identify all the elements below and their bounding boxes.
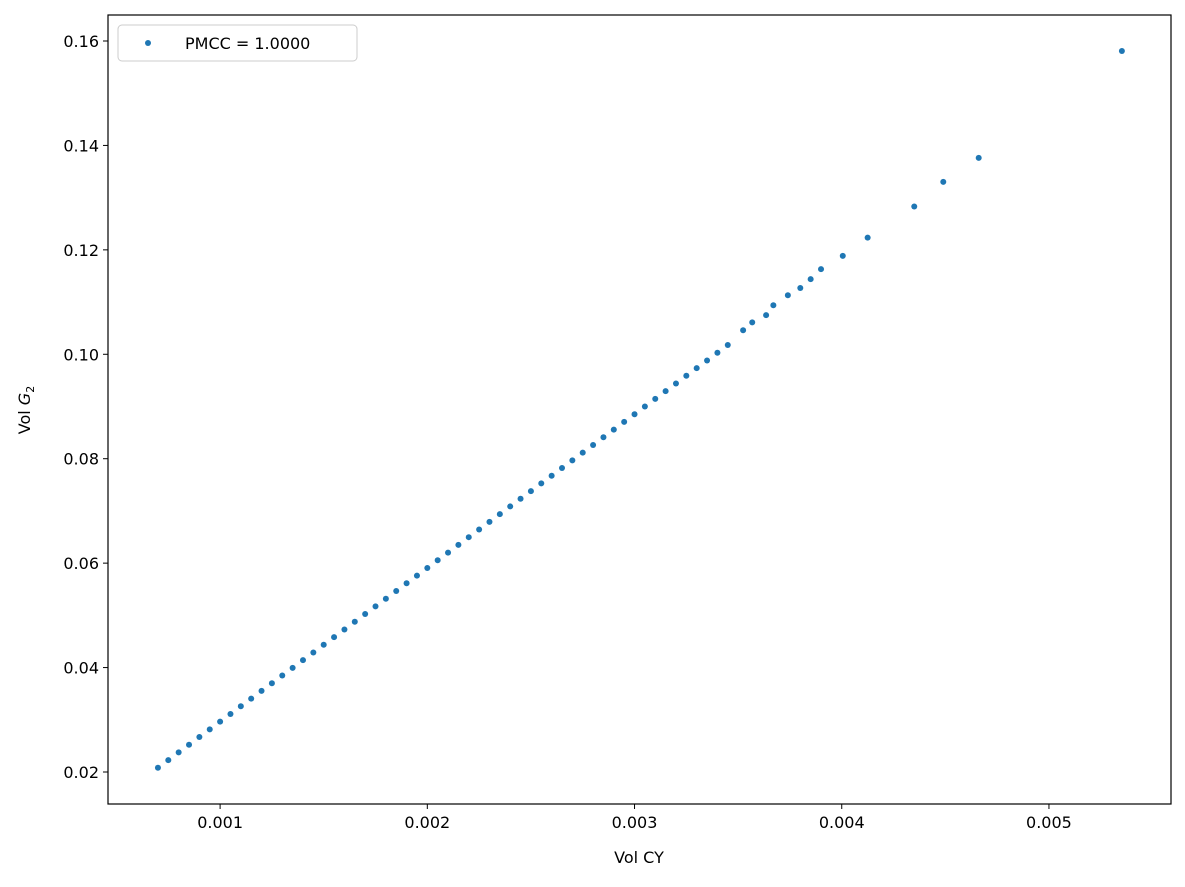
point <box>186 741 193 748</box>
point <box>341 626 348 633</box>
point <box>579 449 586 456</box>
point <box>393 588 400 595</box>
y-label-subscript: 2 <box>24 386 37 393</box>
point <box>248 695 255 702</box>
point <box>434 557 441 564</box>
point <box>206 726 213 733</box>
x-tick-label: 0.001 <box>197 813 243 832</box>
point <box>445 549 452 556</box>
point <box>527 488 534 495</box>
point <box>672 380 679 387</box>
point <box>476 526 483 533</box>
point <box>413 572 420 579</box>
point <box>486 518 493 525</box>
point <box>569 457 576 464</box>
point <box>763 312 770 319</box>
point <box>784 292 791 299</box>
point <box>331 634 338 641</box>
point <box>749 319 756 326</box>
point <box>621 418 628 425</box>
y-axis-label: Vol G2 <box>15 386 37 434</box>
y-tick-label: 0.12 <box>63 241 99 260</box>
point <box>975 154 982 161</box>
point <box>600 434 607 441</box>
x-tick-label: 0.005 <box>1026 813 1072 832</box>
point <box>279 672 286 679</box>
point <box>465 534 472 541</box>
point <box>662 388 669 395</box>
point <box>610 426 617 433</box>
point <box>631 411 638 418</box>
point <box>424 564 431 571</box>
y-label-text: Vol <box>15 405 34 434</box>
point <box>770 302 777 309</box>
point <box>455 541 462 548</box>
x-tick-label: 0.003 <box>612 813 658 832</box>
point <box>258 687 265 694</box>
point <box>310 649 317 656</box>
point <box>517 495 524 502</box>
point <box>714 349 721 356</box>
plot-frame <box>107 14 1172 805</box>
point <box>196 734 203 741</box>
point <box>372 603 379 610</box>
point <box>227 710 234 717</box>
point <box>797 284 804 291</box>
point <box>538 480 545 487</box>
point <box>911 203 918 210</box>
point <box>641 403 648 410</box>
y-tick-label: 0.06 <box>63 554 99 573</box>
legend-marker <box>145 40 151 46</box>
point <box>652 395 659 402</box>
point <box>864 234 871 241</box>
point <box>320 641 327 648</box>
point <box>362 611 369 618</box>
point <box>683 372 690 379</box>
point <box>154 764 161 771</box>
point <box>818 266 825 273</box>
y-tick-label: 0.04 <box>63 659 99 678</box>
point <box>165 757 172 764</box>
x-axis-label: Vol CY <box>614 848 664 867</box>
point <box>496 511 503 518</box>
point <box>807 276 814 283</box>
point <box>289 664 296 671</box>
legend-box <box>117 24 358 62</box>
point <box>175 749 182 756</box>
point <box>704 357 711 364</box>
point <box>237 703 244 710</box>
y-tick-label: 0.08 <box>63 450 99 469</box>
legend-label: PMCC = 1.0000 <box>185 34 310 53</box>
y-tick-label: 0.10 <box>63 345 99 364</box>
y-tick-label: 0.14 <box>63 136 99 155</box>
point <box>507 503 514 510</box>
point <box>268 680 275 687</box>
point <box>403 580 410 587</box>
point <box>724 342 731 349</box>
point <box>548 472 555 479</box>
y-tick-label: 0.02 <box>63 763 99 782</box>
y-tick-label: 0.16 <box>63 32 99 51</box>
point <box>693 365 700 372</box>
point <box>382 595 389 602</box>
point <box>299 657 306 664</box>
point <box>940 178 947 185</box>
point <box>559 465 566 472</box>
x-tick-label: 0.004 <box>819 813 865 832</box>
x-tick-label: 0.002 <box>404 813 450 832</box>
y-label-symbol: G <box>15 393 34 405</box>
point <box>351 618 358 625</box>
point <box>217 718 224 725</box>
point <box>1118 48 1125 55</box>
point <box>839 252 846 259</box>
point <box>590 441 597 448</box>
point <box>740 327 747 334</box>
